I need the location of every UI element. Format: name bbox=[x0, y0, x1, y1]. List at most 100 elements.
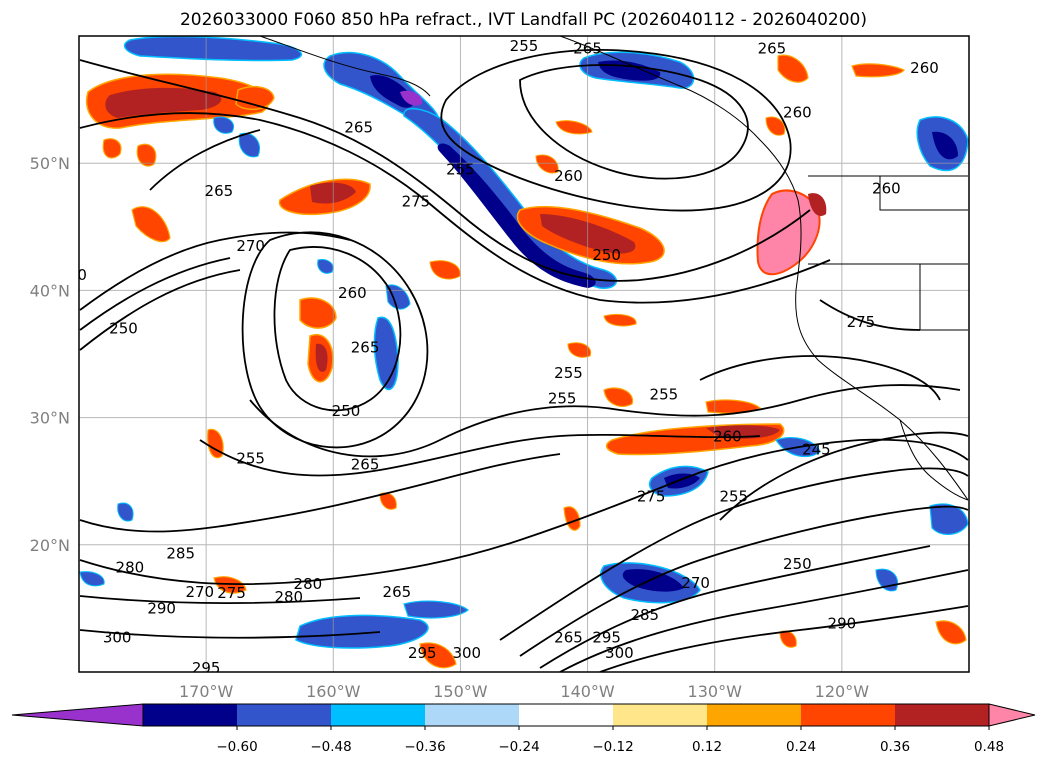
contour-label: 270 bbox=[681, 574, 710, 592]
latitude-label: 30°N bbox=[30, 409, 70, 428]
contour-line bbox=[79, 453, 561, 533]
longitude-label: 120°W bbox=[815, 682, 870, 701]
contour-label: 270 bbox=[185, 583, 214, 601]
contour-label: 250 bbox=[783, 555, 812, 573]
positive-anomaly-region bbox=[131, 206, 171, 243]
colorbar: −0.60 −0.48 −0.36 −0.24 −0.12 0.12 0.24 0.36 0.4… bbox=[11, 703, 1036, 755]
colorbar-tick-label: −0.12 bbox=[592, 739, 633, 755]
colorbar-tick-label: −0.60 bbox=[216, 739, 257, 755]
colorbar-frame bbox=[142, 703, 990, 727]
contour-label: 260 bbox=[338, 284, 367, 302]
contour-label: 255 bbox=[554, 364, 583, 382]
colorbar-tick-label: 0.48 bbox=[974, 739, 1004, 755]
contour-label: 260 bbox=[58, 266, 87, 284]
longitude-label: 170°W bbox=[179, 682, 234, 701]
negative-anomaly-region bbox=[317, 259, 334, 274]
latitude-label: 50°N bbox=[30, 154, 70, 173]
colorbar-segment bbox=[707, 704, 801, 726]
contour-line bbox=[249, 384, 961, 458]
contour-label: 300 bbox=[103, 629, 132, 647]
contour-label: 260 bbox=[910, 59, 939, 77]
contour-label: 300 bbox=[452, 644, 481, 662]
contour-line bbox=[273, 246, 402, 412]
longitude-label: 140°W bbox=[560, 682, 615, 701]
positive-anomaly-region bbox=[555, 120, 593, 135]
contour-line bbox=[79, 257, 231, 331]
colorbar-segment bbox=[613, 704, 707, 726]
contour-line bbox=[559, 569, 969, 672]
colorbar-tick-label: 0.12 bbox=[692, 739, 722, 755]
contour-line bbox=[199, 433, 761, 477]
strong-positive-anomaly-region bbox=[315, 343, 328, 372]
strong-positive-anomaly-region bbox=[105, 87, 222, 118]
contour-label: 290 bbox=[147, 599, 176, 617]
contour-label: 295 bbox=[592, 629, 621, 647]
contour-line bbox=[79, 629, 381, 639]
contour-label: 255 bbox=[236, 449, 265, 467]
latitude-label: 20°N bbox=[30, 536, 70, 555]
extreme-negative-anomaly-region bbox=[400, 90, 423, 106]
contour-line bbox=[241, 231, 429, 449]
contour-label: 285 bbox=[166, 545, 195, 563]
colorbar-extend-high bbox=[988, 703, 1036, 727]
contour-label: 255 bbox=[446, 161, 475, 179]
strong-negative-anomaly-region bbox=[370, 75, 414, 108]
colorbar-segment bbox=[237, 704, 331, 726]
colorbar-segment bbox=[895, 704, 989, 726]
contour-label: 295 bbox=[408, 644, 437, 662]
contour-label: 255 bbox=[650, 386, 679, 404]
colorbar-extend-low bbox=[11, 703, 144, 727]
positive-anomaly-region bbox=[777, 54, 809, 83]
colorbar-tick-label: −0.36 bbox=[404, 739, 445, 755]
contour-label: 265 bbox=[351, 456, 380, 474]
latitude-labels: 50°N 40°N 30°N 20°N bbox=[30, 154, 70, 555]
border-state bbox=[879, 176, 968, 211]
longitude-labels: 170°W 160°W 150°W 140°W 130°W 120°W bbox=[179, 682, 869, 701]
contour-label: 275 bbox=[637, 487, 666, 505]
contour-line bbox=[719, 431, 969, 521]
contour-line bbox=[79, 269, 241, 351]
border-state bbox=[919, 264, 968, 331]
contour-label: 275 bbox=[402, 192, 431, 210]
contour-label: 260 bbox=[713, 428, 742, 446]
positive-anomaly-region bbox=[136, 143, 157, 167]
contour-label: 255 bbox=[510, 37, 539, 55]
strong-negative-anomaly-region bbox=[437, 143, 596, 288]
negative-anomaly-region bbox=[117, 502, 134, 522]
map-area: 255 265 265 260 265 260 255 260 260 265 275 270 250 2… bbox=[58, 36, 969, 672]
negative-anomaly-region bbox=[385, 284, 411, 310]
strong-positive-anomaly-region bbox=[706, 425, 780, 439]
positive-anomaly-region bbox=[935, 620, 967, 645]
positive-anomaly-region bbox=[808, 193, 827, 216]
contour-label: 275 bbox=[847, 313, 876, 331]
contour-label: 260 bbox=[554, 167, 583, 185]
positive-anomaly-region bbox=[851, 63, 905, 78]
contour-label: 290 bbox=[828, 615, 857, 633]
positive-anomaly-region bbox=[535, 154, 559, 174]
contour-label: 260 bbox=[872, 180, 901, 198]
negative-anomaly-region bbox=[403, 600, 469, 619]
gridlines bbox=[79, 36, 969, 672]
contour-line bbox=[79, 595, 361, 604]
contour-line bbox=[79, 59, 811, 282]
contour-label: 265 bbox=[383, 583, 412, 601]
contour-label: 265 bbox=[758, 40, 787, 58]
longitude-label: 160°W bbox=[306, 682, 361, 701]
coastline-north-america bbox=[559, 36, 969, 501]
positive-anomaly-region bbox=[235, 85, 275, 111]
contour-line bbox=[539, 545, 931, 669]
contour-line bbox=[79, 231, 351, 311]
map-frame bbox=[78, 35, 970, 673]
colorbar-segment bbox=[519, 704, 613, 726]
colorbar-tick-label: −0.48 bbox=[310, 739, 351, 755]
contour-line bbox=[819, 299, 921, 331]
negative-anomaly-region bbox=[79, 571, 105, 587]
map-title: 2026033000 F060 850 hPa refract., IVT La… bbox=[179, 10, 867, 30]
contour-label: 265 bbox=[351, 339, 380, 357]
latitude-label: 40°N bbox=[30, 281, 70, 300]
contour-line bbox=[79, 112, 831, 304]
contour-label: 265 bbox=[554, 629, 583, 647]
contour-label: 270 bbox=[236, 237, 265, 255]
colorbar-tick-label: 0.24 bbox=[786, 739, 816, 755]
